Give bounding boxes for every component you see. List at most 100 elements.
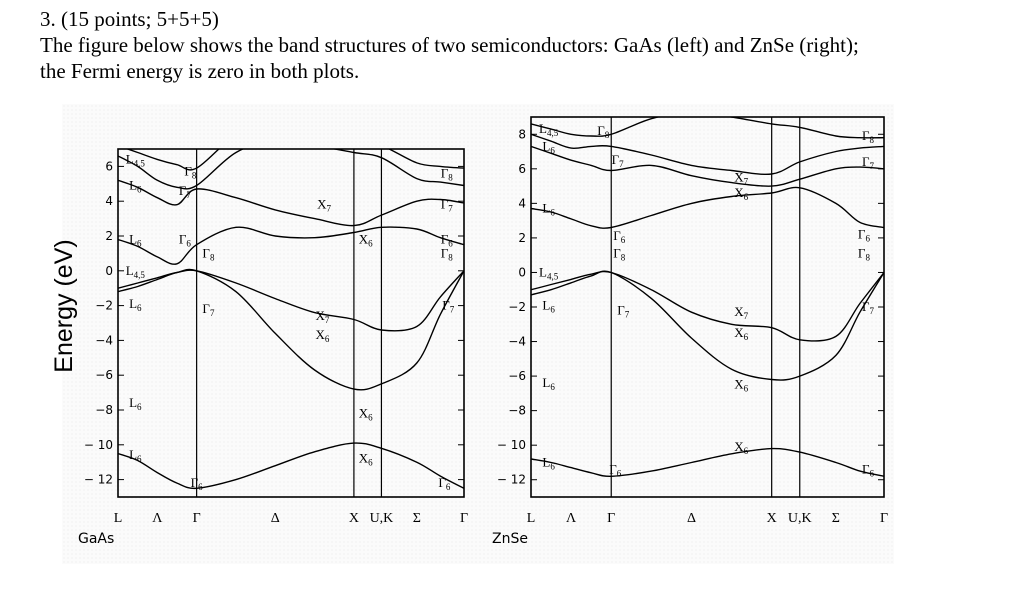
gaas-y-tick-label: −6: [95, 368, 113, 382]
znse-symmetry-label: Γ8: [858, 245, 871, 262]
znse-y-tick-label: 8: [518, 127, 526, 141]
znse-y-tick-label: 4: [518, 196, 526, 210]
gaas-y-tick-label: −2: [95, 299, 113, 313]
znse-symmetry-label: X6: [734, 377, 748, 394]
gaas-plot-frame: [117, 148, 465, 498]
znse-k-point-label: U,K: [788, 511, 812, 526]
znse-symmetry-label: X6: [734, 439, 748, 456]
gaas-k-point-label: U,K: [370, 511, 394, 526]
znse-band-2: [531, 270, 884, 381]
znse-symmetry-label: L6: [542, 297, 555, 314]
znse-symmetry-label: X7: [734, 304, 748, 321]
gaas-symmetry-label: Γ7: [441, 197, 454, 214]
question-text-line-1: The figure below shows the band structur…: [40, 33, 859, 57]
gaas-symmetry-label: X6: [316, 327, 330, 344]
znse-symmetry-label: L4,5: [539, 121, 559, 138]
znse-band-5: [531, 145, 884, 187]
znse-band-1: [531, 447, 884, 478]
gaas-symmetry-label: Γ6: [438, 475, 451, 492]
question-text-line-2: the Fermi energy is zero in both plots.: [40, 59, 360, 83]
znse-k-point-label: Γ: [607, 511, 615, 526]
gaas-band-1: [118, 442, 464, 490]
gaas-symmetry-label: L4,5: [126, 151, 146, 168]
question-number: 3. (15 points; 5+5+5): [40, 7, 219, 31]
gaas-y-tick-label: − 10: [84, 438, 113, 452]
znse-symmetry-label: L6: [542, 201, 555, 218]
gaas-band-4: [118, 226, 464, 265]
znse-symmetry-label: X7: [734, 169, 748, 186]
gaas-k-point-label: Δ: [271, 511, 280, 526]
gaas-symmetry-label: X6: [359, 405, 373, 422]
znse-k-point-label: L: [527, 511, 536, 526]
gaas-symmetry-label: X6: [359, 451, 373, 468]
znse-symmetry-label: Γ6: [862, 461, 875, 478]
znse-plot-frame: [530, 116, 885, 498]
znse-y-tick-label: 2: [518, 231, 526, 245]
znse-k-point-label: Γ: [880, 511, 888, 526]
gaas-k-point-label: X: [349, 511, 359, 526]
znse-symmetry-label: L4,5: [539, 264, 559, 281]
znse-symmetry-label: L6: [542, 454, 555, 471]
gaas-symmetry-label: Γ7: [179, 183, 192, 200]
gaas-y-tick-label: 4: [105, 194, 113, 208]
znse-symmetry-label: L6: [542, 138, 555, 155]
znse-y-tick-label: −2: [508, 300, 526, 314]
gaas-band-2: [118, 268, 464, 391]
znse-symmetry-label: X6: [734, 325, 748, 342]
znse-y-tick-label: −6: [508, 369, 526, 383]
znse-symmetry-label: Γ7: [862, 154, 875, 171]
gaas-symmetry-label: Γ7: [442, 298, 455, 315]
gaas-band-curves: [118, 149, 464, 490]
gaas-y-tick-label: 2: [105, 229, 113, 243]
znse-symmetry-label: Γ6: [609, 461, 622, 478]
gaas-symmetry-label: L6: [129, 296, 142, 313]
gaas-band-5: [118, 179, 464, 227]
gaas-symmetry-label: X7: [316, 308, 330, 325]
znse-y-tick-label: − 10: [497, 438, 526, 452]
znse-y-tick-label: 6: [518, 162, 526, 176]
znse-symmetry-label: Γ7: [617, 302, 630, 319]
znse-symmetry-label: L6: [542, 375, 555, 392]
gaas-k-point-label: Γ: [193, 511, 201, 526]
znse-k-point-label: Σ: [832, 511, 840, 526]
gaas-symmetry-label: Γ6: [441, 231, 454, 248]
znse-band-4: [531, 186, 884, 229]
znse-symmetry-label: Γ7: [862, 299, 875, 316]
gaas-y-tick-label: −8: [95, 403, 113, 417]
znse-symmetry-label: Γ7: [612, 152, 625, 169]
gaas-symmetry-label: L6: [129, 395, 142, 412]
znse-symmetry-label: Γ8: [613, 245, 626, 262]
gaas-y-tick-label: 0: [105, 264, 113, 278]
gaas-symmetry-label: Γ8: [184, 164, 197, 181]
znse-k-point-label: X: [767, 511, 777, 526]
znse-band-curves: [531, 117, 884, 478]
znse-y-tick-label: 0: [518, 265, 526, 279]
znse-symmetry-label: Γ8: [862, 128, 875, 145]
gaas-y-tick-label: − 12: [84, 473, 113, 487]
gaas-band-plot: 6 4 2 0 −2 −4 −6 −8 − 10 − 12 L4,5 L6 Γ8 Γ7 X7 Γ8 Γ7 L6 Γ6…: [78, 148, 468, 547]
znse-band-3: [531, 270, 884, 342]
znse-symmetry-label: Γ6: [613, 228, 626, 245]
znse-symmetry-label: Γ6: [858, 226, 871, 243]
znse-k-point-label: Δ: [687, 511, 696, 526]
gaas-symmetry-label: Γ8: [202, 245, 215, 262]
znse-band-7: [531, 117, 884, 139]
znse-symmetry-label: Γ8: [597, 123, 610, 140]
y-axis-label: Energy (eV): [50, 239, 78, 372]
gaas-symmetry-label: Γ6: [191, 475, 204, 492]
znse-k-point-label: Λ: [566, 511, 577, 526]
gaas-symmetry-label: L4,5: [126, 263, 146, 280]
gaas-k-point-label: L: [114, 511, 123, 526]
znse-symmetry-label: X6: [734, 185, 748, 202]
gaas-symmetry-label: Γ7: [202, 301, 215, 318]
znse-material-label: ZnSe: [492, 531, 528, 547]
gaas-symmetry-label: L6: [129, 447, 142, 464]
gaas-band-6: [118, 149, 464, 190]
gaas-k-point-label: Γ: [460, 511, 468, 526]
gaas-symmetry-label: Γ8: [441, 245, 454, 262]
gaas-symmetry-label: Γ6: [179, 231, 192, 248]
gaas-symmetry-label: L6: [129, 178, 142, 195]
znse-y-tick-label: −8: [508, 404, 526, 418]
